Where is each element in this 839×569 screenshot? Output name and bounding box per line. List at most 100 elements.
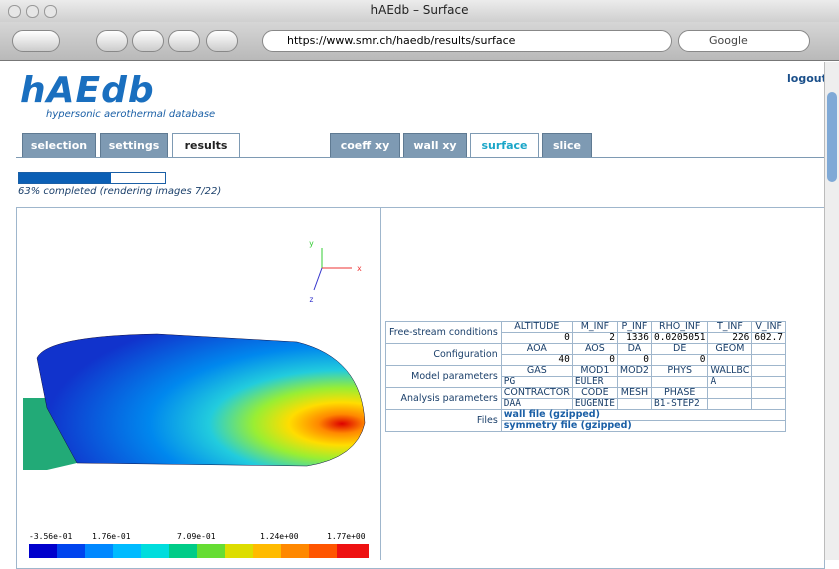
value-cell: 2	[572, 333, 617, 344]
colorbar-label: 7.09e-01	[177, 532, 216, 541]
column-header: GEOM	[708, 344, 752, 355]
cell	[752, 377, 786, 388]
stop[interactable]	[132, 30, 164, 52]
tab[interactable]: wall xy	[403, 133, 467, 158]
value-cell: 0	[617, 355, 651, 366]
column-header: T_INF	[708, 322, 752, 333]
surface-render: y x z -3.56e-01 1.76e-01 7.09e-01 1.24e+00 1…	[17, 208, 379, 560]
value-cell: 0	[501, 333, 572, 344]
axis-label: y	[309, 239, 314, 248]
colorbar-label: 1.77e+00	[327, 532, 366, 541]
toolbar: https://www.smr.ch/haedb/results/surface…	[0, 22, 839, 61]
title-bar: hAEdb – Surface	[0, 0, 839, 22]
column-header: MOD1	[572, 366, 617, 377]
column-header: M_INF	[572, 322, 617, 333]
value-cell: EUGENIE	[572, 399, 617, 410]
cell	[752, 388, 786, 399]
column-header: DE	[651, 344, 707, 355]
value-cell: 602.7	[752, 333, 786, 344]
minimize[interactable]	[26, 5, 39, 18]
subtitle: hypersonic aerothermal database	[46, 109, 215, 120]
cell	[752, 366, 786, 377]
value-cell: DAA	[501, 399, 572, 410]
value-cell: 0	[651, 355, 707, 366]
column-header: AOS	[572, 344, 617, 355]
vehicle	[37, 334, 365, 466]
column-header: DA	[617, 344, 651, 355]
tab[interactable]: selection	[22, 133, 96, 158]
column-header: CONTRACTOR	[501, 388, 572, 399]
column-header: AOA	[501, 344, 572, 355]
column-header: GAS	[501, 366, 572, 377]
axis-label: x	[357, 264, 362, 273]
colorbar-label: 1.76e-01	[92, 532, 131, 541]
group-label: Analysis parameters	[386, 388, 502, 410]
column-header: P_INF	[617, 322, 651, 333]
back-forward[interactable]	[12, 30, 60, 52]
progress-label: 63% completed (rendering images 7/22)	[18, 186, 221, 197]
group-label: Model parameters	[386, 366, 502, 388]
file-link[interactable]: symmetry file (gzipped)	[501, 421, 785, 432]
cell	[752, 355, 786, 366]
colorbar-label: -3.56e-01	[29, 532, 73, 541]
value-cell: EULER	[572, 377, 617, 388]
column-header: RHO_INF	[651, 322, 707, 333]
value-cell: 40	[501, 355, 572, 366]
group-label: Free-stream conditions	[386, 322, 502, 344]
tab-line	[16, 157, 824, 158]
axis-z	[314, 268, 322, 290]
column-header: CODE	[572, 388, 617, 399]
close[interactable]	[8, 5, 21, 18]
page: hAEdb – Surface https://www.smr.ch/haedb…	[0, 0, 839, 560]
zoom[interactable]	[44, 5, 57, 18]
url: https://www.smr.ch/haedb/results/surface	[287, 34, 515, 47]
column-header: MOD2	[617, 366, 651, 377]
column-header: PHYS	[651, 366, 707, 377]
cell	[651, 377, 707, 388]
tab[interactable]: results	[172, 133, 240, 158]
tab[interactable]: coeff xy	[330, 133, 400, 158]
column-header: MESH	[617, 388, 651, 399]
group-label: Configuration	[386, 344, 502, 366]
scrollbar[interactable]	[824, 62, 839, 560]
cell	[617, 377, 651, 388]
cell	[708, 388, 752, 399]
tab[interactable]: settings	[100, 133, 168, 158]
colorbar	[29, 544, 369, 558]
axis-label: z	[309, 295, 314, 304]
home[interactable]	[168, 30, 200, 52]
tab[interactable]: surface	[470, 133, 539, 158]
divider	[380, 207, 381, 560]
value-cell: 0.0205051	[651, 333, 707, 344]
value-cell: A	[708, 377, 752, 388]
logo[interactable]: hAEdb	[20, 70, 155, 111]
print[interactable]	[206, 30, 238, 52]
progress-bar	[18, 172, 166, 184]
window-title: hAEdb – Surface	[371, 3, 469, 17]
column-header: ALTITUDE	[501, 322, 572, 333]
colorbar-label: 1.24e+00	[260, 532, 299, 541]
cell	[752, 399, 786, 410]
tab[interactable]: slice	[542, 133, 592, 158]
column-header: V_INF	[752, 322, 786, 333]
file-link[interactable]: wall file (gzipped)	[501, 410, 785, 421]
logout-link[interactable]: logout	[787, 72, 827, 85]
reload[interactable]	[96, 30, 128, 52]
search-box[interactable]: Google	[678, 30, 810, 52]
column-header: PHASE	[651, 388, 707, 399]
cell	[617, 399, 651, 410]
value-cell: 226	[708, 333, 752, 344]
value-cell: 1336	[617, 333, 651, 344]
value-cell: B1-STEP2	[651, 399, 707, 410]
value-cell: PG	[501, 377, 572, 388]
cell	[752, 344, 786, 355]
url-bar[interactable]: https://www.smr.ch/haedb/results/surface	[262, 30, 672, 52]
group-label: Files	[386, 410, 502, 432]
column-header: WALLBC	[708, 366, 752, 377]
search-engine: Google	[709, 34, 748, 47]
